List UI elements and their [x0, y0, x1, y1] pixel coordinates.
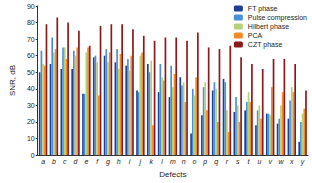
- svg-text:90: 90: [27, 3, 35, 10]
- svg-text:b: b: [52, 158, 56, 165]
- svg-text:c: c: [63, 158, 67, 165]
- svg-text:d: d: [74, 158, 79, 165]
- svg-text:CZT phase: CZT phase: [248, 41, 283, 49]
- svg-text:u: u: [257, 158, 261, 165]
- svg-text:g: g: [106, 158, 110, 166]
- svg-text:e: e: [84, 158, 88, 165]
- svg-text:v: v: [268, 158, 272, 165]
- svg-text:h: h: [117, 158, 121, 165]
- svg-text:s: s: [236, 158, 240, 165]
- svg-text:i: i: [129, 158, 131, 165]
- svg-text:SNR, dB: SNR, dB: [8, 65, 17, 96]
- svg-text:j: j: [139, 158, 142, 166]
- svg-text:Defects: Defects: [159, 170, 186, 179]
- svg-text:70: 70: [27, 36, 35, 43]
- svg-text:Pulse compression: Pulse compression: [248, 14, 307, 22]
- svg-text:FT phase: FT phase: [248, 5, 278, 13]
- svg-text:x: x: [289, 158, 294, 165]
- svg-text:r: r: [226, 158, 229, 165]
- svg-text:80: 80: [27, 19, 35, 26]
- svg-text:PCA: PCA: [248, 32, 263, 39]
- svg-text:f: f: [96, 158, 99, 165]
- svg-text:10: 10: [27, 135, 35, 142]
- svg-text:m: m: [170, 158, 176, 165]
- svg-text:20: 20: [27, 118, 35, 125]
- svg-text:w: w: [278, 158, 284, 165]
- svg-text:40: 40: [27, 85, 35, 92]
- svg-text:k: k: [149, 158, 153, 165]
- svg-text:t: t: [248, 158, 251, 165]
- svg-text:p: p: [202, 158, 207, 166]
- svg-text:0: 0: [31, 152, 35, 159]
- svg-text:30: 30: [27, 102, 35, 109]
- svg-text:y: y: [300, 158, 305, 166]
- svg-text:50: 50: [27, 69, 35, 76]
- svg-text:60: 60: [27, 52, 35, 59]
- svg-text:a: a: [41, 158, 45, 165]
- svg-text:q: q: [214, 158, 218, 166]
- svg-text:o: o: [193, 158, 197, 165]
- svg-text:n: n: [182, 158, 186, 165]
- svg-text:Hilbert phase: Hilbert phase: [248, 23, 289, 31]
- svg-text:l: l: [161, 158, 163, 165]
